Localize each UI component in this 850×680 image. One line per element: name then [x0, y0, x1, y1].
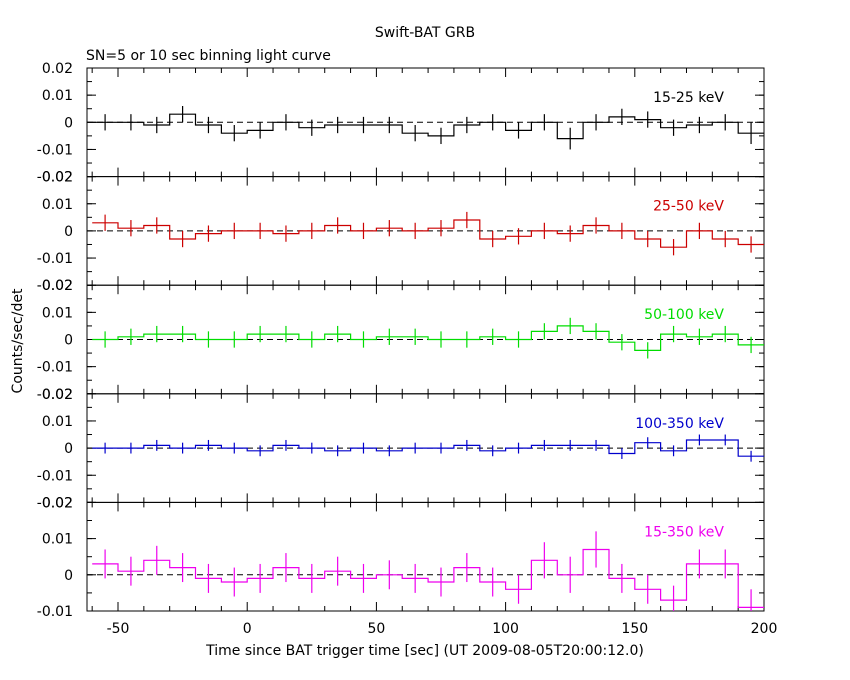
y-axis-label: Counts/sec/det [10, 288, 26, 393]
series-step-line [92, 439, 764, 457]
y-tick-label: 0 [64, 441, 73, 457]
chart-subtitle: SN=5 or 10 sec binning light curve [86, 48, 331, 64]
panels-group: -0.02 -0.01 0 0.01 0.02 15-25 keV -0.02 -0.01 0 0… [37, 61, 778, 637]
y-tick-label: -0.02 [37, 387, 73, 403]
y-tick-label: -0.01 [37, 142, 73, 158]
x-tick-label: 200 [751, 621, 778, 637]
chart-title: Swift-BAT GRB [375, 25, 475, 41]
band-label: 25-50 keV [653, 199, 724, 215]
band-label: 50-100 keV [644, 307, 724, 323]
y-tick-label: -0.02 [37, 170, 73, 186]
band-label: 15-25 keV [653, 90, 724, 106]
panel-3: -0.02 -0.01 0 0.01 0.02 100-350 keV [37, 387, 765, 511]
y-tick-label: 0 [64, 333, 73, 349]
panel-1: -0.02 -0.01 0 0.01 0.02 25-50 keV [37, 170, 765, 294]
y-tick-label: 0.01 [42, 197, 73, 213]
series-step-line [92, 219, 764, 248]
panel-4: -0.01 0 0.01 0.02 15-350 keV [37, 495, 765, 620]
y-tick-label: -0.01 [37, 604, 73, 620]
y-tick-label: 0.01 [42, 532, 73, 548]
panel-2: -0.02 -0.01 0 0.01 0.02 50-100 keV [37, 278, 765, 403]
y-tick-label: 0.01 [42, 305, 73, 321]
x-axis-label: Time since BAT trigger time [sec] (UT 20… [205, 643, 644, 659]
y-tick-label: 0.02 [42, 61, 73, 77]
x-tick-label: 50 [367, 621, 385, 637]
y-tick-label: 0.02 [42, 170, 73, 186]
y-tick-label: 0.02 [42, 278, 73, 294]
y-tick-label: 0 [64, 224, 73, 240]
y-tick-label: 0 [64, 568, 73, 584]
y-tick-label: 0.01 [42, 88, 73, 104]
y-tick-label: -0.01 [37, 251, 73, 267]
panel-frame [86, 501, 765, 612]
panel-0: -0.02 -0.01 0 0.01 0.02 15-25 keV [37, 61, 765, 186]
y-tick-label: -0.02 [37, 495, 73, 511]
y-tick-label: 0.02 [42, 495, 73, 511]
y-tick-label: -0.01 [37, 468, 73, 484]
x-tick-label: 150 [621, 621, 648, 637]
series-step-line [92, 325, 764, 351]
series-step-line [92, 548, 764, 608]
y-tick-label: 0 [64, 115, 73, 131]
y-tick-label: 0.01 [42, 414, 73, 430]
x-tick-label: -50 [107, 621, 130, 637]
x-tick-label: 100 [492, 621, 519, 637]
y-tick-label: -0.02 [37, 278, 73, 294]
y-tick-label: 0.02 [42, 387, 73, 403]
band-label: 15-350 keV [644, 524, 724, 540]
x-tick-label: 0 [243, 621, 252, 637]
series-step-line [92, 113, 764, 140]
band-label: 100-350 keV [635, 416, 724, 432]
y-tick-label: -0.01 [37, 360, 73, 376]
